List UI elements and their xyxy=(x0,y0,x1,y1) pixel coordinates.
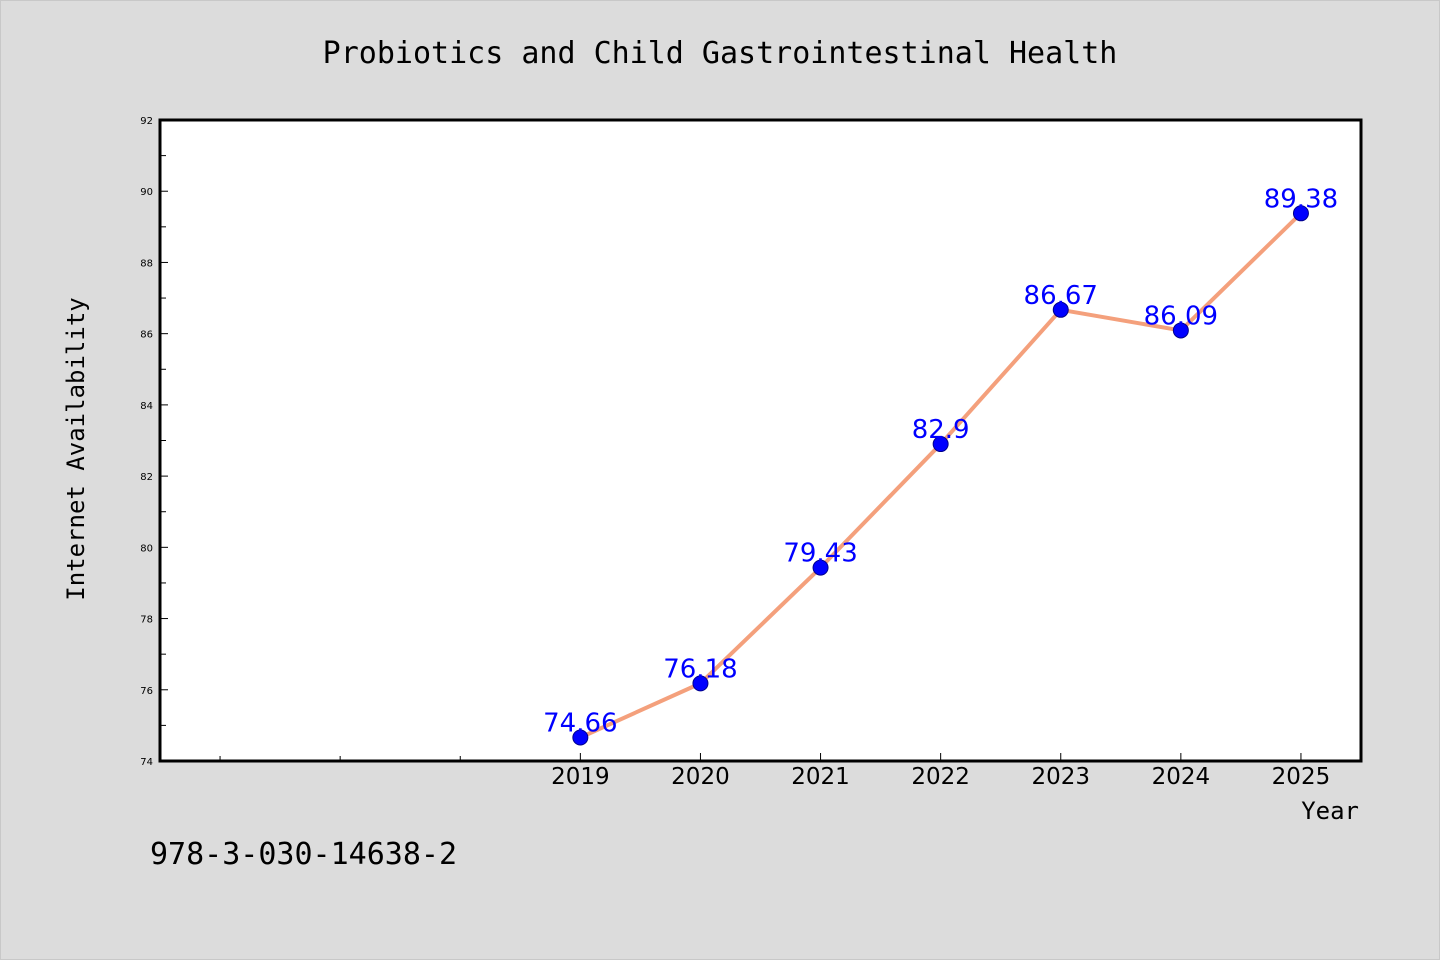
y-tick-label: 84 xyxy=(140,401,153,412)
x-tick-label: 2025 xyxy=(1272,764,1331,790)
y-tick-label: 80 xyxy=(140,543,153,554)
data-label: 76.18 xyxy=(663,654,737,684)
y-tick-label: 82 xyxy=(140,472,153,483)
data-label: 82.9 xyxy=(912,415,970,445)
y-tick-label: 78 xyxy=(140,615,153,626)
y-tick-label: 86 xyxy=(140,330,153,341)
data-label: 86.09 xyxy=(1144,301,1218,331)
data-label: 74.66 xyxy=(543,708,617,738)
data-point xyxy=(1052,301,1069,318)
x-tick-label: 2023 xyxy=(1031,764,1090,790)
y-axis: 74 76 78 80 82 84 86 88 90 92 xyxy=(140,116,168,768)
x-tick-label: 2022 xyxy=(911,764,970,790)
data-point xyxy=(572,729,589,746)
x-axis: 2019 2020 2021 2022 2023 2024 2025 xyxy=(219,753,1331,790)
y-tick-label: 88 xyxy=(140,258,153,269)
y-tick-label: 76 xyxy=(140,686,153,697)
plot-area xyxy=(158,118,1363,763)
data-point xyxy=(692,675,709,692)
x-tick-label: 2019 xyxy=(551,764,610,790)
data-label: 79.43 xyxy=(783,539,857,569)
data-label: 89.38 xyxy=(1264,184,1338,214)
data-point xyxy=(812,559,829,576)
y-tick-label: 90 xyxy=(140,187,153,198)
data-point xyxy=(932,436,949,453)
series-layer: 74.66 76.18 79.43 82.9 86.67 86.09 89.38 xyxy=(543,184,1338,746)
data-point xyxy=(1172,322,1189,339)
chart-title: Probiotics and Child Gastrointestinal He… xyxy=(323,36,1118,71)
y-tick-label: 92 xyxy=(140,116,153,127)
footer-isbn: 978-3-030-14638-2 xyxy=(150,837,457,872)
data-point xyxy=(1292,205,1309,222)
x-tick-label: 2024 xyxy=(1152,764,1211,790)
y-axis-label: Internet Availability xyxy=(62,297,90,600)
y-tick-label: 74 xyxy=(140,757,153,768)
x-tick-label: 2021 xyxy=(791,764,850,790)
x-axis-label: Year xyxy=(1301,797,1359,825)
data-label: 86.67 xyxy=(1024,281,1098,311)
x-tick-label: 2020 xyxy=(671,764,730,790)
